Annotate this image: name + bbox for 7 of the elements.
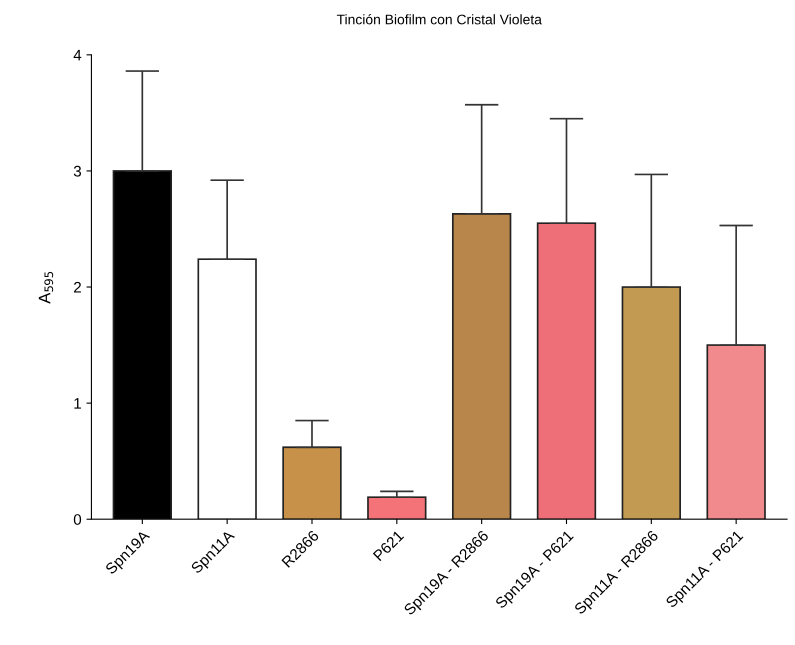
y-tick-label: 0 — [74, 514, 82, 525]
y-tick-label: 3 — [74, 166, 82, 177]
y-axis-title: A$_{595}$ — [38, 272, 54, 304]
chart-title: Tinción Biofilm con Cristal Violeta — [336, 14, 542, 24]
y-tick-label: 2 — [74, 282, 81, 293]
y-tick-label: 4 — [74, 50, 82, 60]
y-tick-label: 1 — [74, 398, 81, 409]
